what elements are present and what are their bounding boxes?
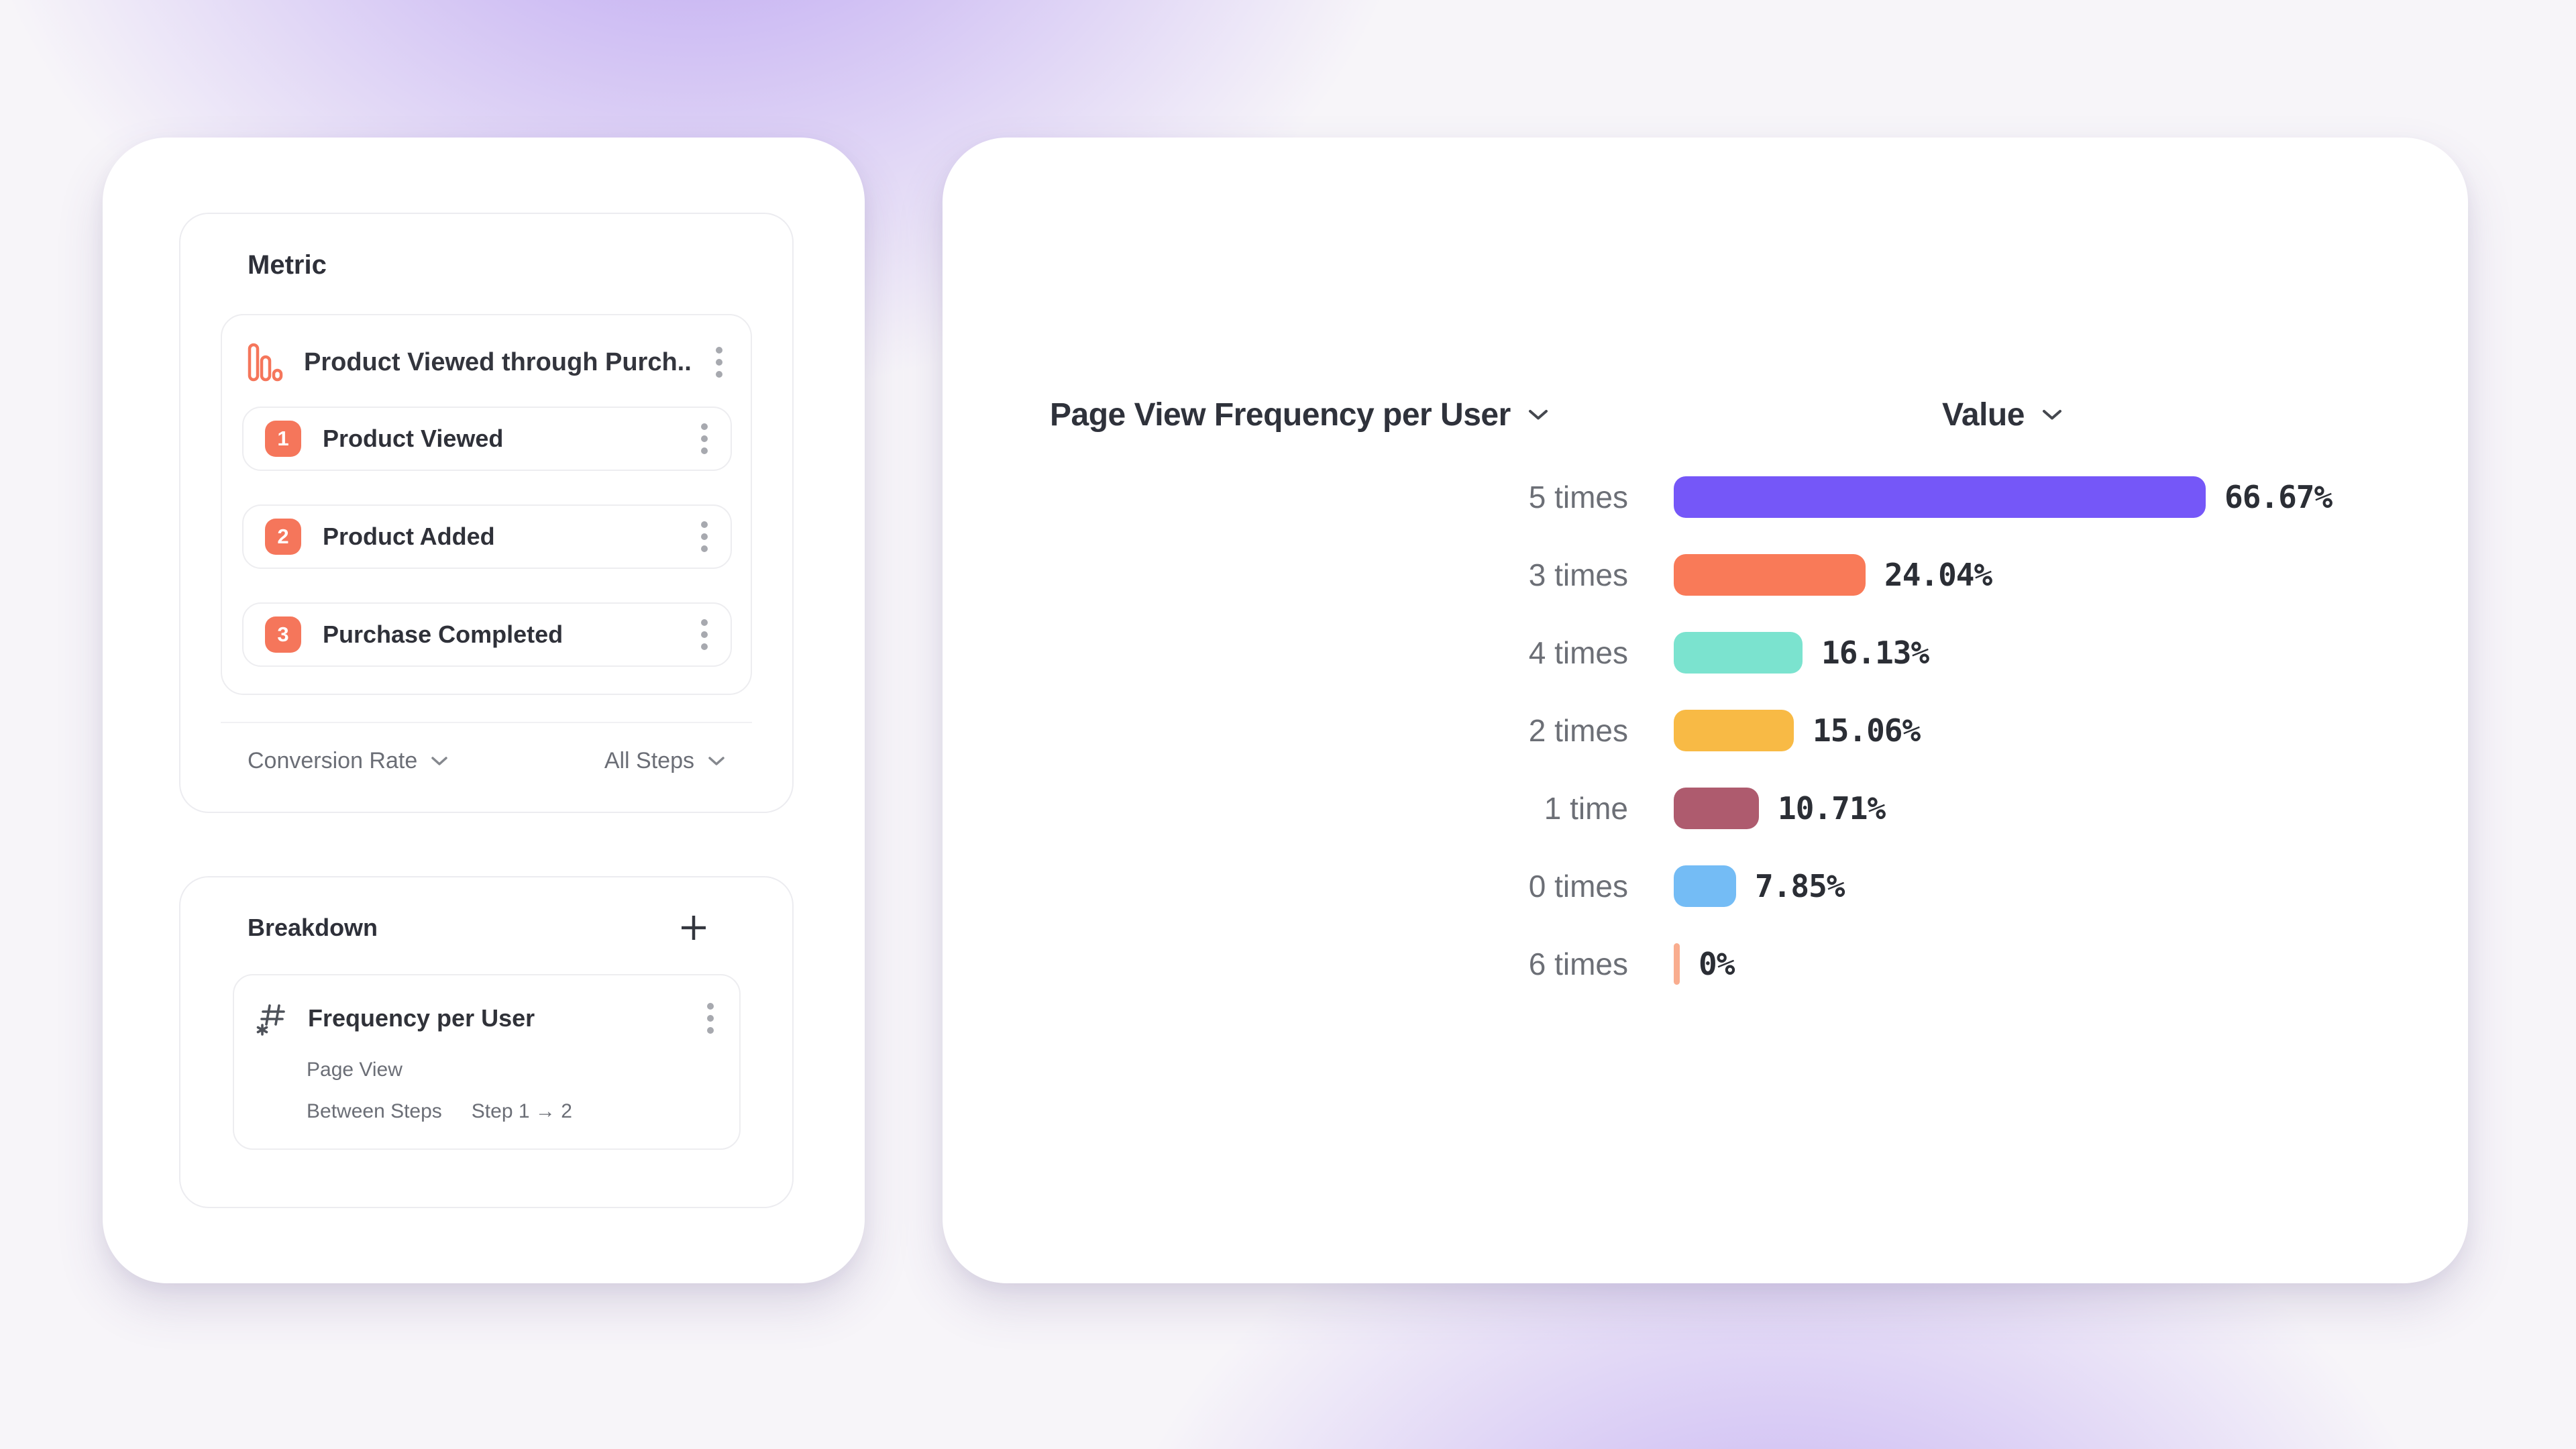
bar-category-label: 0 times [1528, 869, 1628, 904]
metric-panel: Metric Product Viewed through Purch... [179, 213, 794, 813]
kebab-menu-button[interactable] [696, 417, 713, 460]
kebab-menu-button[interactable] [702, 997, 719, 1040]
chart-value-dropdown[interactable]: Value [1942, 396, 2062, 433]
bar-row: 5 times 66.67% [943, 458, 2468, 536]
step-label: Product Added [323, 523, 495, 550]
bar-category-label: 5 times [1528, 480, 1628, 515]
bar-category-label: 3 times [1528, 557, 1628, 592]
bar-value-label: 0% [1699, 946, 1735, 982]
chevron-down-icon [431, 756, 447, 765]
kebab-icon [701, 619, 708, 650]
funnel-step-row[interactable]: 3 Purchase Completed [242, 602, 732, 667]
breakdown-header: Breakdown [221, 912, 752, 943]
bar-category-label: 6 times [1528, 947, 1628, 981]
all-steps-dropdown[interactable]: All Steps [604, 748, 725, 774]
number-property-icon [256, 1004, 285, 1036]
funnel-metric-box: Product Viewed through Purch... 1 Produc… [221, 314, 752, 695]
kebab-menu-button[interactable] [710, 341, 728, 384]
bar-row: 2 times 15.06% [943, 692, 2468, 769]
step-number-badge: 2 [265, 519, 301, 555]
metric-footer: Conversion Rate All Steps [221, 723, 752, 798]
bar-row: 4 times 16.13% [943, 614, 2468, 692]
bar[interactable] [1674, 632, 1803, 674]
bar-row: 1 time 10.71% [943, 769, 2468, 847]
kebab-menu-button[interactable] [696, 613, 713, 656]
add-breakdown-button[interactable] [678, 912, 709, 943]
kebab-icon [716, 347, 722, 378]
bar-value-label: 24.04% [1884, 557, 1992, 593]
funnel-steps-list: 1 Product Viewed 2 Product Added [242, 407, 732, 667]
bar[interactable] [1674, 476, 2206, 518]
bar-category-label: 4 times [1528, 635, 1628, 670]
chart-x-axis-label: Page View Frequency per User [1050, 397, 1511, 433]
bar-row: 0 times 7.85% [943, 847, 2468, 925]
plus-icon [682, 916, 706, 940]
bar-row: 3 times 24.04% [943, 536, 2468, 614]
bar-value-label: 15.06% [1813, 712, 1921, 749]
bar-value-label: 66.67% [2224, 479, 2332, 515]
kebab-icon [707, 1003, 714, 1034]
chevron-down-icon [708, 756, 724, 765]
chart-card: Page View Frequency per User Value 5 tim… [943, 138, 2468, 1283]
funnel-metric-title: Product Viewed through Purch... [304, 347, 690, 376]
bar[interactable] [1674, 710, 1794, 751]
step-number-badge: 1 [265, 421, 301, 457]
bar-value-label: 16.13% [1821, 635, 1929, 671]
bar[interactable] [1674, 788, 1759, 829]
step-label: Purchase Completed [323, 621, 564, 648]
divider [221, 722, 752, 723]
bar-value-label: 10.71% [1778, 790, 1886, 826]
breakdown-item-title: Frequency per User [308, 1004, 535, 1032]
chart-value-label: Value [1942, 397, 2025, 433]
funnel-chart-icon [248, 343, 283, 382]
bar-category-label: 2 times [1528, 713, 1628, 748]
chevron-down-icon [1528, 410, 1548, 420]
bar-rows: 5 times 66.67% 3 times 24.04% 4 times 16.13% 2… [943, 458, 2468, 1003]
bar-category-label: 1 time [1544, 791, 1628, 826]
funnel-step-row[interactable]: 1 Product Viewed [242, 407, 732, 471]
chart-x-axis-dropdown[interactable]: Page View Frequency per User [1050, 396, 1548, 433]
breakdown-title: Breakdown [248, 914, 378, 941]
funnel-metric-row[interactable]: Product Viewed through Purch... [242, 337, 732, 407]
breakdown-event-label: Page View [307, 1059, 402, 1081]
breakdown-scope-value: Step 1 → 2 [471, 1100, 572, 1122]
query-builder-card: Metric Product Viewed through Purch... [103, 138, 865, 1283]
bar[interactable] [1674, 943, 1680, 985]
kebab-icon [701, 423, 708, 454]
breakdown-scope-row: Between Steps Step 1 → 2 [307, 1100, 719, 1123]
step-label: Product Viewed [323, 425, 504, 452]
all-steps-label: All Steps [604, 747, 694, 773]
bar[interactable] [1674, 554, 1866, 596]
kebab-icon [701, 521, 708, 552]
conversion-rate-label: Conversion Rate [248, 747, 418, 773]
kebab-menu-button[interactable] [696, 515, 713, 558]
bar-row: 6 times 0% [943, 925, 2468, 1003]
metric-panel-title: Metric [248, 250, 327, 280]
funnel-step-row[interactable]: 2 Product Added [242, 504, 732, 569]
step-number-badge: 3 [265, 616, 301, 653]
breakdown-panel: Breakdown [179, 876, 794, 1208]
conversion-rate-dropdown[interactable]: Conversion Rate [248, 748, 448, 774]
breakdown-item-header: Frequency per User [256, 997, 719, 1040]
breakdown-item[interactable]: Frequency per User Page View Between Ste… [233, 974, 741, 1150]
bar[interactable] [1674, 865, 1736, 907]
breakdown-scope-label: Between Steps [307, 1100, 442, 1122]
chevron-down-icon [2042, 410, 2061, 420]
bar-value-label: 7.85% [1755, 868, 1845, 904]
